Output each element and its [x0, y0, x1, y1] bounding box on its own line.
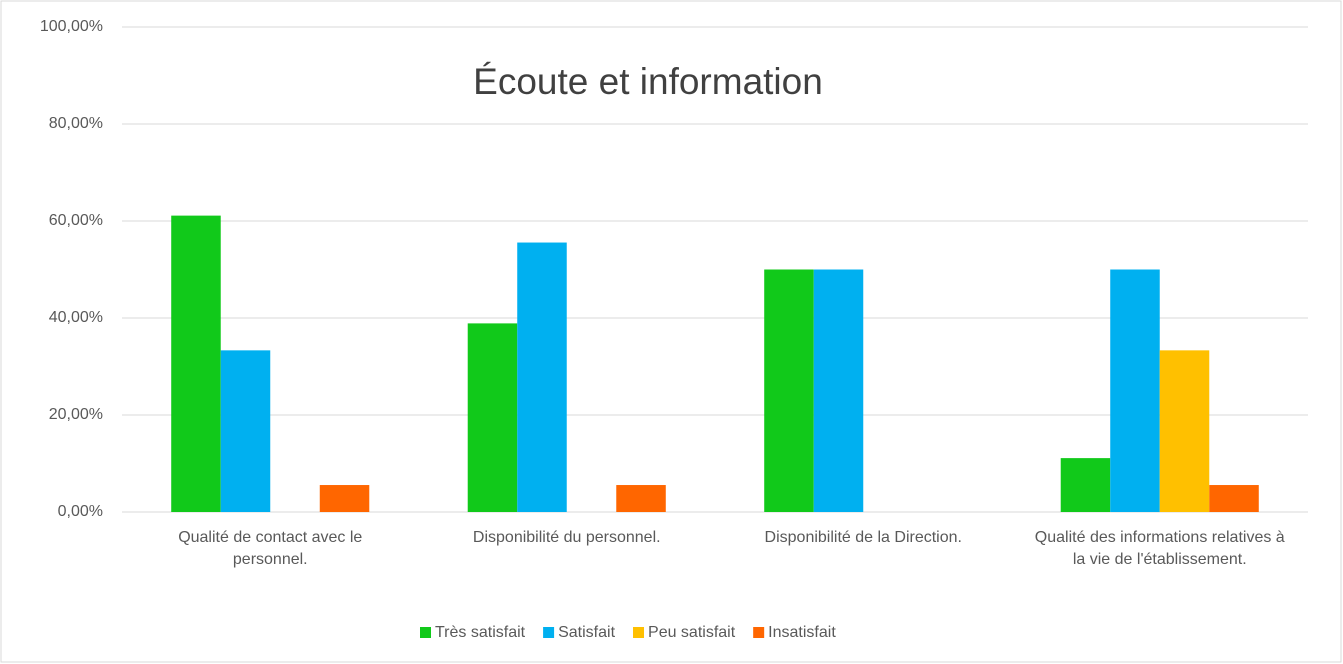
legend-label: Très satisfait: [435, 624, 526, 641]
legend-label: Satisfait: [558, 624, 615, 641]
legend-swatch: [753, 627, 765, 638]
legend-swatch: [420, 627, 431, 638]
bar: [467, 323, 518, 512]
legend-swatch: [633, 627, 645, 638]
legend-swatch: [543, 627, 555, 638]
bar: [1209, 485, 1259, 512]
chart-title: Écoute et information: [473, 61, 823, 102]
bar: [1159, 350, 1210, 512]
x-tick-label: Disponibilité de la Direction.: [764, 529, 962, 546]
y-tick-label: 80,00%: [49, 115, 103, 132]
y-tick-label: 60,00%: [49, 212, 103, 229]
legend-label: Peu satisfait: [648, 624, 736, 641]
bar: [319, 485, 370, 512]
y-tick-label: 100,00%: [40, 18, 103, 35]
y-tick-label: 0,00%: [58, 503, 103, 520]
x-tick-label: Qualité de contact avec le personnel.: [178, 529, 363, 568]
x-tick-label: Disponibilité du personnel.: [472, 529, 661, 546]
y-tick-label: 20,00%: [49, 406, 103, 423]
x-tick-label: Qualité des informations relatives à la …: [1034, 529, 1285, 568]
bar: [1110, 269, 1160, 512]
legend-label: Insatisfait: [768, 624, 836, 641]
y-tick-label: 40,00%: [49, 309, 103, 326]
bar: [1060, 458, 1111, 512]
bar: [616, 485, 666, 512]
bar: [813, 269, 864, 512]
bar: [171, 215, 221, 512]
bar: [220, 350, 271, 512]
bar: [517, 242, 567, 512]
bar: [764, 269, 814, 512]
